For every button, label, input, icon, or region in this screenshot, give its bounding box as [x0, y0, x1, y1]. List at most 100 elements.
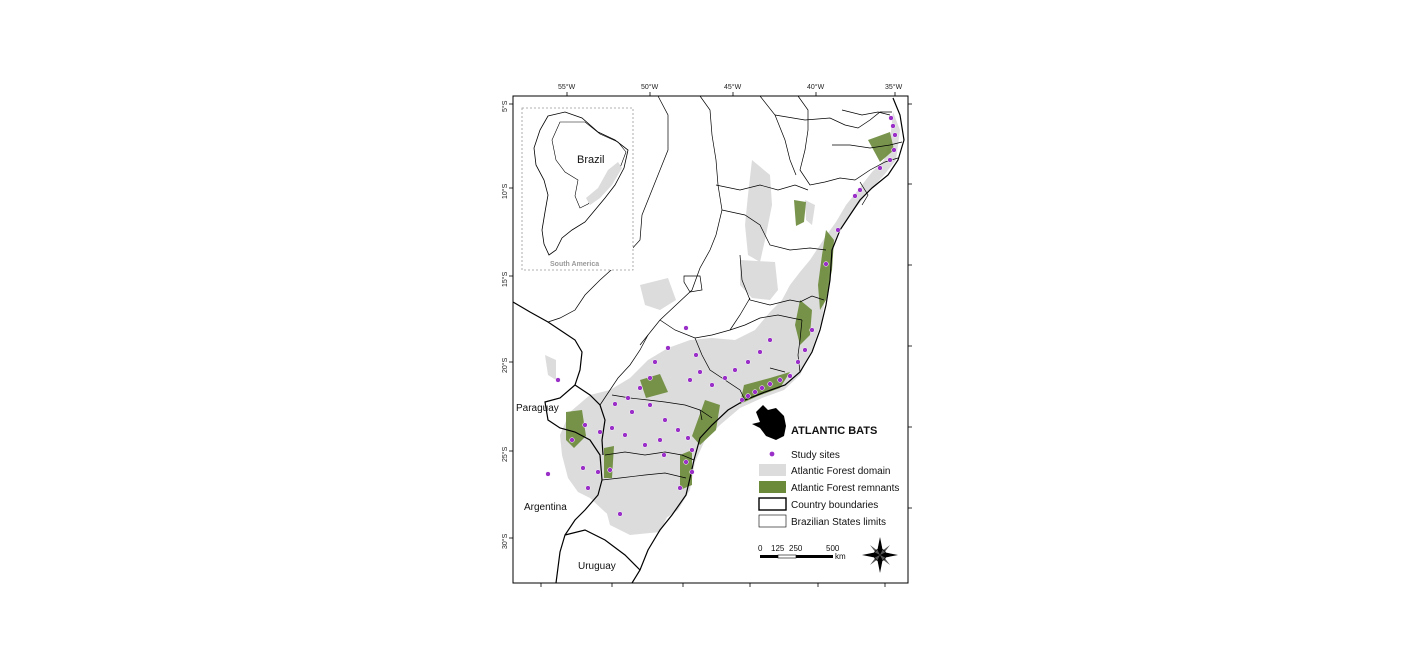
study-site	[647, 375, 653, 381]
study-site	[555, 377, 561, 383]
study-site	[617, 511, 623, 517]
study-site	[685, 435, 691, 441]
study-site	[652, 359, 658, 365]
study-site	[777, 377, 783, 383]
study-site	[662, 417, 668, 423]
legend-label: Atlantic Forest domain	[791, 466, 891, 477]
legend-study-sites-swatch	[769, 451, 775, 457]
study-site	[732, 367, 738, 373]
inset-atlantic-forest	[586, 162, 622, 205]
legend-label: Brazilian States limits	[791, 517, 886, 528]
study-site	[722, 375, 728, 381]
study-site	[677, 485, 683, 491]
study-site	[607, 467, 613, 473]
lon-tick-label: 55°W	[558, 83, 576, 91]
study-site	[683, 459, 689, 465]
lat-ticks-right	[908, 103, 912, 509]
study-site	[823, 261, 829, 267]
study-site	[795, 359, 801, 365]
study-site	[739, 397, 745, 403]
lat-tick-label: 15°S	[501, 271, 509, 287]
study-site	[629, 409, 635, 415]
study-site	[661, 452, 667, 458]
study-site	[752, 389, 758, 395]
study-site	[642, 442, 648, 448]
study-site	[857, 187, 863, 193]
study-site	[693, 352, 699, 358]
legend-remnants-swatch	[759, 481, 786, 493]
label-uruguay: Uruguay	[578, 561, 616, 572]
study-site	[852, 193, 858, 199]
study-site	[683, 325, 689, 331]
study-site	[545, 471, 551, 477]
study-site	[835, 227, 841, 233]
scale-label: 500	[826, 544, 840, 553]
study-site	[609, 425, 615, 431]
study-site	[569, 437, 575, 443]
study-site	[809, 327, 815, 333]
study-site	[665, 345, 671, 351]
legend-country-swatch	[758, 497, 787, 511]
legend-label: Atlantic Forest remnants	[791, 483, 899, 494]
legend-title: ATLANTIC BATS	[791, 425, 877, 437]
legend-label: Study sites	[791, 450, 840, 461]
study-site	[675, 427, 681, 433]
lat-tick-label: 30°S	[501, 533, 509, 549]
study-site	[759, 385, 765, 391]
study-site	[787, 373, 793, 379]
scale-label: 0	[758, 544, 763, 553]
study-site	[888, 115, 894, 121]
study-site	[802, 347, 808, 353]
compass-rose-icon	[862, 537, 898, 573]
study-site	[887, 157, 893, 163]
lat-tick-label: 20°S	[501, 357, 509, 373]
study-site	[892, 132, 898, 138]
south-america-outline	[533, 111, 629, 256]
study-site	[697, 369, 703, 375]
inset-caption: South America	[550, 261, 599, 268]
study-site	[687, 377, 693, 383]
study-site	[689, 447, 695, 453]
study-site	[767, 337, 773, 343]
lon-tick-label: 50°W	[641, 83, 659, 91]
study-site	[595, 469, 601, 475]
legend: Study sites Atlantic Forest domain Atlan…	[758, 450, 899, 528]
study-site	[877, 165, 883, 171]
legend-states-swatch	[758, 514, 787, 528]
study-sites	[545, 115, 898, 517]
study-site	[890, 123, 896, 129]
lat-tick-label: 25°S	[501, 446, 509, 462]
scale-label: 250	[789, 544, 803, 553]
study-site	[745, 393, 751, 399]
bat-icon	[752, 405, 786, 440]
lon-ticks-bottom	[540, 583, 886, 587]
study-site	[637, 385, 643, 391]
study-site	[612, 401, 618, 407]
inset-map: Brazil South America	[521, 107, 634, 271]
lon-tick-label: 45°W	[724, 83, 742, 91]
study-site	[582, 422, 588, 428]
study-site	[767, 381, 773, 387]
study-site	[585, 485, 591, 491]
legend-label: Country boundaries	[791, 500, 878, 511]
label-paraguay: Paraguay	[516, 403, 559, 414]
study-site	[689, 469, 695, 475]
lon-tick-label: 40°W	[807, 83, 825, 91]
study-site	[657, 437, 663, 443]
study-site	[580, 465, 586, 471]
study-site	[891, 147, 897, 153]
scale-bar: 0 125 250 500 km	[758, 544, 846, 561]
inset-brazil-label: Brazil	[577, 154, 605, 166]
study-site	[757, 349, 763, 355]
atlantic-forest-domain	[545, 112, 900, 535]
label-argentina: Argentina	[524, 502, 567, 513]
study-site	[597, 429, 603, 435]
study-site	[622, 432, 628, 438]
lat-ticks-left	[509, 103, 513, 539]
study-site	[647, 402, 653, 408]
lon-tick-label: 35°W	[885, 83, 903, 91]
scale-label: 125	[771, 544, 785, 553]
scale-unit: km	[835, 552, 846, 561]
lat-tick-label: 5°S	[501, 100, 509, 112]
